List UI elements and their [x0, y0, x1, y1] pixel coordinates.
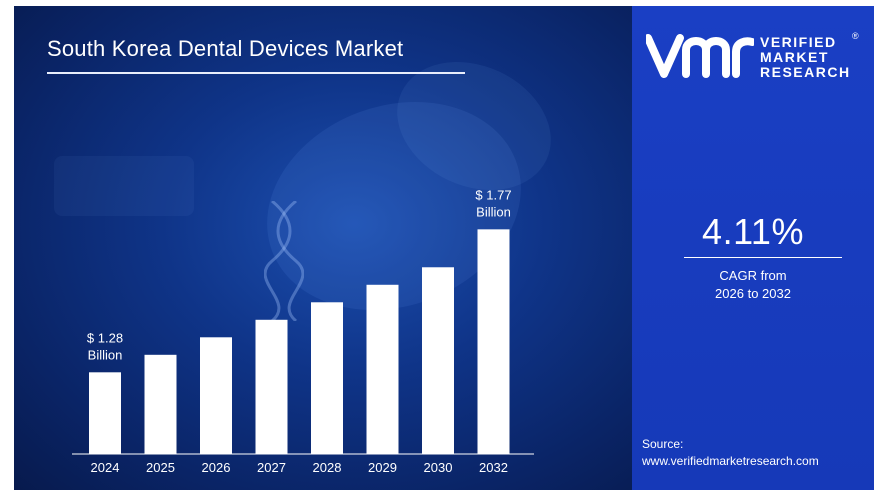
brand-name-line-1: VERIFIED — [760, 34, 837, 50]
bar-2028 — [311, 302, 343, 454]
chart-title: South Korea Dental Devices Market — [47, 36, 404, 61]
registered-mark: ® — [852, 31, 859, 41]
brand-name-line-2: MARKET — [760, 49, 829, 65]
x-tick-label-2027: 2027 — [257, 460, 286, 475]
x-tick-label-2024: 2024 — [91, 460, 120, 475]
vmr-logo-icon — [646, 34, 754, 78]
bar-2024 — [89, 372, 121, 454]
x-tick-label-2026: 2026 — [202, 460, 231, 475]
x-tick-label-2028: 2028 — [313, 460, 342, 475]
cagr-divider — [684, 257, 842, 258]
chart-panel: South Korea Dental Devices Market 2024 20… — [14, 6, 632, 490]
background-panel-shape — [54, 156, 194, 216]
infographic-frame: South Korea Dental Devices Market 2024 20… — [14, 6, 874, 490]
bar-2026 — [200, 337, 232, 454]
info-panel: VERIFIED MARKET RESEARCH ® 4.11% CAGR fr… — [632, 6, 874, 490]
cagr-label-line-2: 2026 to 2032 — [715, 286, 791, 301]
bar-chart: 2024 2025 2026 2027 2028 2029 2030 2032 $ 1.28 B… — [72, 187, 534, 475]
bar-2032 — [477, 229, 510, 454]
data-label-2032-line-1: $ 1.77 — [475, 187, 511, 202]
x-tick-label-2029: 2029 — [368, 460, 397, 475]
value-annotations: $ 1.28 Billion $ 1.77 Billion — [87, 187, 512, 362]
cagr-value: 4.11% — [702, 211, 804, 252]
bar-2025 — [144, 354, 177, 454]
x-tick-label-2032: 2032 — [479, 460, 508, 475]
bar-2027 — [255, 319, 288, 454]
data-label-2024-line-2: Billion — [88, 347, 123, 362]
bars-group — [89, 229, 510, 454]
brand-name-line-3: RESEARCH — [760, 64, 851, 80]
x-tick-label-2025: 2025 — [146, 460, 175, 475]
title-underline — [47, 72, 465, 74]
data-label-2024-line-1: $ 1.28 — [87, 330, 123, 345]
dna-helix-icon — [264, 201, 304, 321]
cagr-label-line-1: CAGR from — [719, 268, 787, 283]
bar-2029 — [366, 284, 399, 454]
source-label: Source: — [642, 437, 684, 451]
x-tick-labels: 2024 2025 2026 2027 2028 2029 2030 2032 — [91, 460, 508, 475]
x-tick-label-2030: 2030 — [424, 460, 453, 475]
source-url[interactable]: www.verifiedmarketresearch.com — [642, 454, 819, 468]
data-label-2032-line-2: Billion — [476, 204, 511, 219]
bar-2030 — [422, 267, 454, 454]
